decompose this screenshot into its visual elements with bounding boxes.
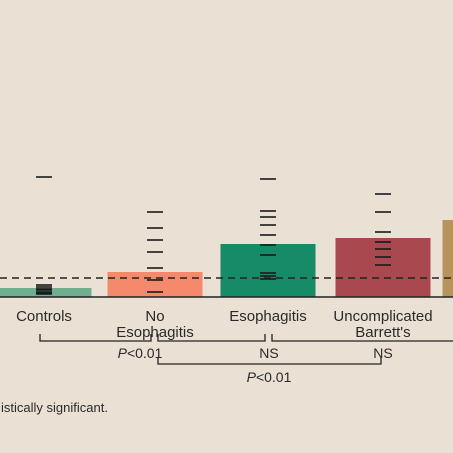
bracket-esophagitis-vs-barretts xyxy=(271,334,453,342)
significance-label: P<0.01 xyxy=(118,345,163,361)
bracket-controls-vs-esophagitis xyxy=(39,334,152,342)
significance-label: NS xyxy=(259,345,278,361)
category-label: Controls xyxy=(16,308,72,325)
bracket-noesophagitis-vs-barretts xyxy=(157,357,382,365)
category-label: Uncomplicated xyxy=(333,308,432,325)
bar xyxy=(220,244,316,297)
footnote-text: istically significant. xyxy=(1,400,108,415)
category-label: Esophagitis xyxy=(116,324,194,341)
significance-label: NS xyxy=(373,345,392,361)
bar xyxy=(335,238,431,297)
category-label: Esophagitis xyxy=(229,308,307,325)
bracket-noesophagitis-vs-esophagitis xyxy=(157,334,266,342)
category-label: Barrett's xyxy=(355,324,410,341)
bars-group xyxy=(0,220,453,297)
bar xyxy=(442,220,453,297)
significance-label: P<0.01 xyxy=(247,369,292,385)
significance-brackets-group: P<0.01 NS NS P<0.01 xyxy=(39,334,453,385)
data-points-group xyxy=(36,176,391,295)
category-label: No xyxy=(145,308,164,325)
bar xyxy=(107,272,203,297)
